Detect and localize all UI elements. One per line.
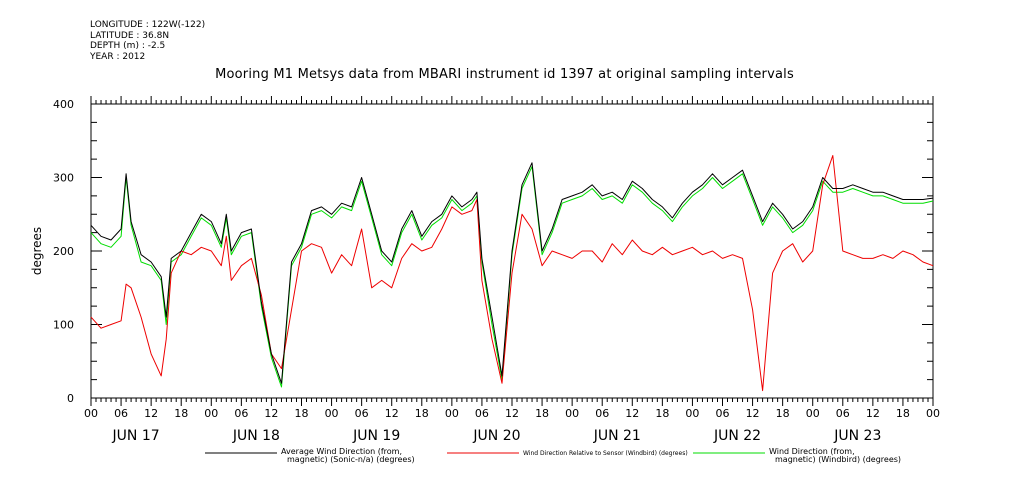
metadata-header: LONGITUDE : 122W(-122) LATITUDE : 36.8N …: [90, 20, 205, 62]
chart-legend: Average Wind Direction (from,magnetic) (…: [205, 447, 901, 464]
x-tick-label: 06: [114, 407, 128, 420]
chart-axes: 0 100 200 300 400 degrees 00 06 12 18 00 06 12 18 00 06…: [30, 96, 940, 444]
legend-label-1: Wind Direction Relative to Sensor (Windb…: [523, 450, 688, 457]
x-day-label: JUN 18: [232, 428, 280, 444]
longitude-text: LONGITUDE : 122W(-122): [90, 20, 206, 30]
y-tick-label: 300: [53, 172, 74, 185]
series-line-1: [90, 155, 934, 392]
x-tick-label: 00: [806, 407, 820, 420]
x-day-label: JUN 20: [472, 428, 520, 444]
x-tick-label: 18: [896, 407, 910, 420]
series-line-2: [90, 166, 934, 388]
x-tick-label: 12: [625, 407, 639, 420]
x-day-label: JUN 17: [112, 428, 160, 444]
x-tick-label: 18: [174, 407, 188, 420]
x-tick-label: 12: [385, 407, 399, 420]
x-tick-label: 00: [325, 407, 339, 420]
x-tick-label: 06: [234, 407, 248, 420]
x-tick-label: 00: [445, 407, 459, 420]
depth-text: DEPTH (m) : -2.5: [90, 41, 166, 51]
x-tick-label: 12: [866, 407, 880, 420]
x-day-label: JUN 19: [352, 428, 400, 444]
x-tick-label: 00: [84, 407, 98, 420]
x-tick-label: 00: [204, 407, 218, 420]
y-tick-label: 0: [67, 392, 74, 405]
x-tick-label: 00: [565, 407, 579, 420]
series-line-0: [90, 162, 934, 384]
x-tick-label: 06: [475, 407, 489, 420]
x-tick-label: 06: [595, 407, 609, 420]
x-tick-label: 18: [535, 407, 549, 420]
latitude-text: LATITUDE : 36.8N: [90, 30, 170, 41]
x-day-label: JUN 22: [713, 428, 761, 444]
x-tick-label: 00: [926, 407, 940, 420]
x-tick-label: 18: [655, 407, 669, 420]
x-tick-label: 12: [746, 407, 760, 420]
x-tick-label: 18: [776, 407, 790, 420]
x-day-label: JUN 21: [593, 428, 641, 444]
legend-label-2: magnetic) (Windbird) (degrees): [775, 455, 901, 464]
x-tick-label: 00: [685, 407, 699, 420]
x-tick-label: 06: [716, 407, 730, 420]
y-tick-label: 200: [53, 245, 74, 258]
y-axis-label: degrees: [30, 227, 44, 275]
x-tick-label: 18: [415, 407, 429, 420]
year-text: YEAR : 2012: [90, 51, 146, 62]
y-tick-label: 100: [53, 319, 74, 332]
x-tick-label: 18: [295, 407, 309, 420]
x-tick-label: 06: [355, 407, 369, 420]
x-tick-label: 12: [505, 407, 519, 420]
x-tick-label: 06: [836, 407, 850, 420]
y-tick-label: 400: [53, 98, 74, 111]
chart-series: [90, 155, 934, 392]
chart-title: Mooring M1 Metsys data from MBARI instru…: [215, 67, 794, 82]
x-day-label: JUN 23: [833, 428, 881, 444]
legend-label-0: Average Wind Direction (from,: [281, 447, 402, 456]
legend-label-2: Wind Direction (from,: [769, 447, 855, 456]
x-tick-label: 12: [144, 407, 158, 420]
x-tick-label: 12: [264, 407, 278, 420]
legend-label-0: magnetic) (Sonic-n/a) (degrees): [287, 455, 415, 464]
